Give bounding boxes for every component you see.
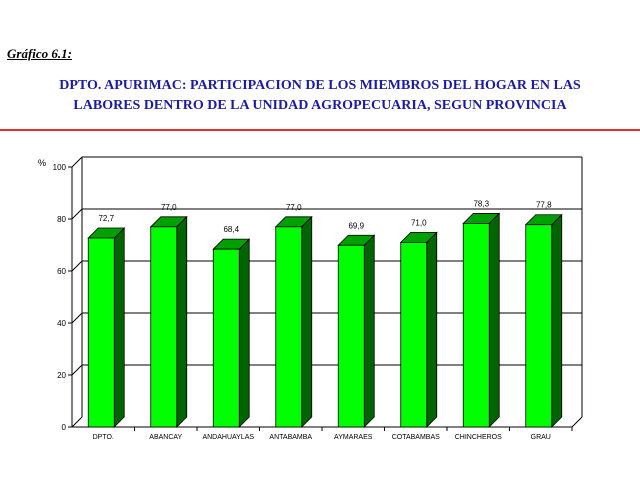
x-tick-label: COTABAMBAS xyxy=(392,434,440,441)
floor-wall-edge xyxy=(71,156,83,168)
chart-labels: 0 20 40 60 80 100% 72,7 DPTO. 77,0 ABANCAY 68,4 AND… xyxy=(38,158,552,441)
bar xyxy=(275,226,303,428)
y-tick-label: 20 xyxy=(57,371,66,380)
data-label: 77,0 xyxy=(161,203,177,212)
bar xyxy=(150,226,178,428)
bar-side xyxy=(426,231,438,428)
x-tick-label: DPTO. xyxy=(93,434,114,441)
chart-axes xyxy=(68,157,583,431)
y-axis-label: % xyxy=(38,158,46,168)
bar-side xyxy=(488,212,500,428)
bar xyxy=(337,244,365,428)
floor-wall-edge xyxy=(71,416,83,428)
figure-label: Gráfico 6.1: xyxy=(7,46,72,61)
y-tick-label: 60 xyxy=(57,267,66,276)
floor-right-edge xyxy=(571,416,583,428)
x-tick-label: ABANCAY xyxy=(149,434,182,441)
bar-side xyxy=(176,215,188,428)
bar-side xyxy=(301,215,313,428)
chart-title-line-2: LABORES DENTRO DE LA UNIDAD AGROPECUARIA… xyxy=(73,98,567,113)
bar xyxy=(212,248,240,428)
data-label: 68,4 xyxy=(223,225,239,234)
title-divider xyxy=(0,129,640,131)
data-label: 78,3 xyxy=(473,199,489,208)
floor-wall-edge xyxy=(71,208,83,220)
floor-wall-edge xyxy=(71,364,83,376)
x-tick-label: GRAU xyxy=(531,434,551,441)
x-tick-label: ANTABAMBA xyxy=(269,434,312,441)
bar xyxy=(87,237,115,428)
chart-title: DPTO. APURIMAC: PARTICIPACION DE LOS MIE… xyxy=(0,76,640,116)
x-tick-label: ANDAHUAYLAS xyxy=(202,434,254,441)
data-label: 69,9 xyxy=(348,221,364,230)
bar xyxy=(525,224,553,428)
bar xyxy=(462,223,490,428)
y-tick-label: 80 xyxy=(57,215,66,224)
bar-side xyxy=(113,227,125,428)
bar-side xyxy=(363,234,375,428)
x-tick-label: CHINCHEROS xyxy=(455,434,502,441)
floor-wall-edge xyxy=(71,260,83,272)
bar-side xyxy=(238,238,250,428)
data-label: 77,0 xyxy=(286,203,302,212)
y-tick-label: 0 xyxy=(62,423,67,432)
chart-gridlines xyxy=(71,156,582,428)
chart-title-line-1: DPTO. APURIMAC: PARTICIPACION DE LOS MIE… xyxy=(59,78,581,93)
y-tick-label: 100 xyxy=(53,163,67,172)
data-label: 71,0 xyxy=(411,218,427,227)
bar xyxy=(400,241,428,428)
x-tick-label: AYMARAES xyxy=(334,434,373,441)
floor-wall-edge xyxy=(71,312,83,324)
y-tick-label: 40 xyxy=(57,319,66,328)
data-label: 72,7 xyxy=(98,214,114,223)
chart-bars xyxy=(87,212,563,428)
data-label: 77,8 xyxy=(536,201,552,210)
bar-side xyxy=(551,213,563,428)
